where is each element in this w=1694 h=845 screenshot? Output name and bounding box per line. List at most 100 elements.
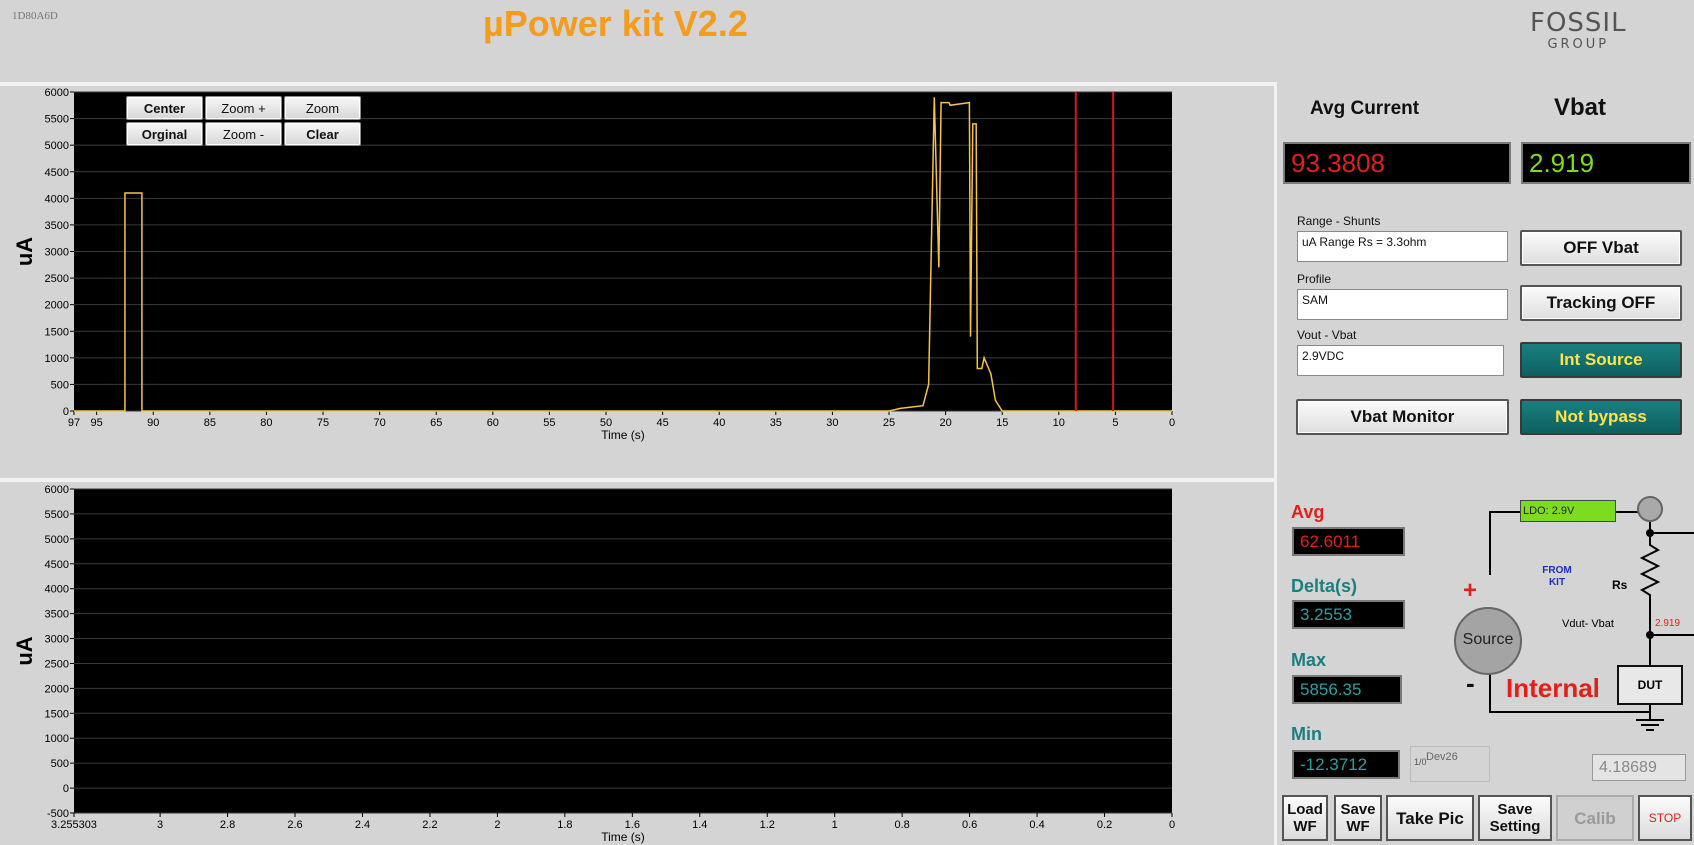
min-value: -12.3712 xyxy=(1292,750,1400,779)
y-tick-label: 1000 xyxy=(45,733,69,745)
zoom-minus-button[interactable]: Zoom - xyxy=(205,122,282,146)
clear-button[interactable]: Clear xyxy=(284,122,361,146)
y-tick-label: 0 xyxy=(63,406,69,418)
y-tick-label: 2500 xyxy=(45,273,69,285)
source-icon xyxy=(1454,607,1522,675)
company-logo: FOSSIL GROUP xyxy=(1530,8,1627,52)
dut-box: DUT xyxy=(1617,665,1683,705)
x-axis-label: Time (s) xyxy=(601,830,645,844)
x-tick-label: 70 xyxy=(374,417,386,429)
plot-area[interactable] xyxy=(74,489,1172,813)
x-tick-label: 0.2 xyxy=(1097,819,1112,831)
y-tick-label: 3500 xyxy=(45,609,69,621)
min-label: Min xyxy=(1291,724,1322,744)
avg-label: Avg xyxy=(1291,502,1325,522)
right-panel xyxy=(1274,82,1694,845)
int-source-button[interactable]: Int Source xyxy=(1520,342,1682,378)
avg-current-display: 93.3808 xyxy=(1283,142,1511,184)
y-tick-label: 5000 xyxy=(45,140,69,152)
dev-prefix: 1/0 xyxy=(1414,757,1427,767)
logo-main: FOSSIL xyxy=(1530,8,1627,38)
x-tick-label: 30 xyxy=(826,417,838,429)
y-tick-label: 4500 xyxy=(45,559,69,571)
save-wf-button[interactable]: Save WF xyxy=(1334,795,1382,841)
y-axis-label: uA xyxy=(12,636,37,665)
x-tick-label: 3 xyxy=(157,819,163,831)
vdut-label: Vdut- Vbat xyxy=(1562,618,1614,630)
take-pic-button[interactable]: Take Pic xyxy=(1386,795,1474,841)
minus-sign: - xyxy=(1466,668,1475,698)
bottom-chart-svg[interactable]: 6000550050004500400035003000250020001500… xyxy=(12,483,1274,845)
y-tick-label: 6000 xyxy=(45,484,69,496)
vout-field[interactable]: 2.9VDC xyxy=(1297,345,1504,376)
y-tick-label: 5500 xyxy=(45,509,69,521)
y-tick-label: -500 xyxy=(47,808,69,820)
logo-sub: GROUP xyxy=(1547,37,1610,52)
device-id: 1D80A6D xyxy=(12,10,58,22)
bottom-chart[interactable]: 6000 5500 5000 4500 4000 3500 3000 2500 2000 1500… xyxy=(12,483,1274,845)
x-tick-label: 50 xyxy=(600,417,612,429)
x-tick-label: 2 xyxy=(494,819,500,831)
original-button[interactable]: Orginal xyxy=(126,122,203,146)
y-tick-label: 2500 xyxy=(45,658,69,670)
y-tick-label: 1500 xyxy=(45,708,69,720)
chart-divider xyxy=(0,478,1274,482)
tracking-off-button[interactable]: Tracking OFF xyxy=(1520,285,1682,321)
x-tick-label: 0 xyxy=(1169,819,1175,831)
off-vbat-button[interactable]: OFF Vbat xyxy=(1520,230,1682,266)
vbat-monitor-button[interactable]: Vbat Monitor xyxy=(1296,399,1509,435)
y-tick-label: 3000 xyxy=(45,634,69,646)
top-chart[interactable]: 6000 5500 5000 4500 4000 3500 3000 2500 2000 1500… xyxy=(12,86,1274,480)
x-tick-label: 25 xyxy=(883,417,895,429)
x-tick-label: 2.4 xyxy=(355,819,370,831)
source-label: Source xyxy=(1462,631,1514,648)
x-tick-label: 0.4 xyxy=(1029,819,1044,831)
dev-label: Dev26 xyxy=(1426,751,1458,763)
y-tick-label: 500 xyxy=(51,758,69,770)
center-button[interactable]: Center xyxy=(126,96,203,120)
x-tick-label: 75 xyxy=(317,417,329,429)
y-tick-label: 1000 xyxy=(45,353,69,365)
y-tick-label: 2000 xyxy=(45,683,69,695)
zoom-button[interactable]: Zoom xyxy=(284,96,361,120)
vdut-value: 2.919 xyxy=(1655,618,1681,629)
y-tick-label: 5000 xyxy=(45,534,69,546)
y-tick-label: 5500 xyxy=(45,114,69,126)
x-tick-label: 65 xyxy=(430,417,442,429)
y-tick-label: 3000 xyxy=(45,247,69,259)
calib-button[interactable]: Calib xyxy=(1556,795,1634,841)
y-tick-label: 6000 xyxy=(45,87,69,99)
series-line xyxy=(74,97,1172,412)
zoom-plus-button[interactable]: Zoom + xyxy=(205,96,282,120)
range-label: Range - Shunts xyxy=(1297,214,1381,228)
internal-label: Internal xyxy=(1506,673,1600,703)
stop-button[interactable]: STOP xyxy=(1638,795,1692,841)
dev-control[interactable]: 1/0 Dev26 xyxy=(1410,746,1490,782)
profile-label: Profile xyxy=(1297,272,1332,286)
plus-sign: + xyxy=(1463,577,1478,604)
x-tick-label: 95 xyxy=(91,417,103,429)
save-setting-button[interactable]: Save Setting xyxy=(1478,795,1552,841)
x-tick-label: 2.2 xyxy=(422,819,437,831)
max-value: 5856.35 xyxy=(1292,675,1402,704)
x-tick-label: 55 xyxy=(543,417,555,429)
avg-current-label: Avg Current xyxy=(1310,98,1420,119)
rs-label: Rs xyxy=(1612,578,1628,592)
x-tick-label: 0.8 xyxy=(895,819,910,831)
x-tick-label: 2.6 xyxy=(287,819,302,831)
y-tick-label: 0 xyxy=(63,783,69,795)
range-field[interactable]: uA Range Rs = 3.3ohm xyxy=(1297,231,1508,262)
x-tick-label: 1.2 xyxy=(760,819,775,831)
not-bypass-button[interactable]: Not bypass xyxy=(1520,399,1682,435)
profile-field[interactable]: SAM xyxy=(1297,289,1508,320)
terminal-node xyxy=(1637,496,1663,522)
avg-value: 62.6011 xyxy=(1292,527,1405,556)
x-tick-label: 5 xyxy=(1112,417,1118,429)
x-tick-label: 0 xyxy=(1169,417,1175,429)
y-tick-label: 3500 xyxy=(45,220,69,232)
load-wf-button[interactable]: Load WF xyxy=(1282,795,1328,841)
x-tick-label: 40 xyxy=(713,417,725,429)
x-tick-label: 0.6 xyxy=(962,819,977,831)
x-tick-label: 1.8 xyxy=(557,819,572,831)
x-tick-label: 1.6 xyxy=(625,819,640,831)
